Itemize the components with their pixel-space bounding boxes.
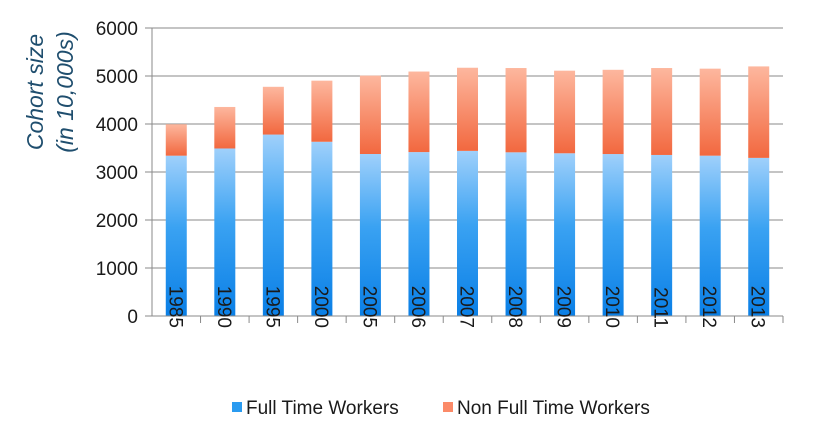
legend-label-non-full-time: Non Full Time Workers [457,398,650,419]
bar-full-time [505,152,527,316]
bar-non-full-time [359,75,381,154]
y-tick-label: 2000 [96,211,138,232]
bar-non-full-time [262,86,284,135]
legend-label-full-time: Full Time Workers [246,398,399,419]
x-tick-label: 2011 [650,287,671,328]
bar-full-time [214,148,236,316]
bars [165,66,770,316]
y-tick-label: 0 [127,307,138,328]
bar-non-full-time [505,68,527,153]
y-tick-label: 5000 [96,67,138,88]
bar-full-time [262,134,284,316]
bar-full-time [408,152,430,316]
bar-full-time [165,155,187,316]
bar-full-time [457,150,478,316]
x-tick-label: 2006 [407,286,428,328]
y-axis-title-line1: Cohort size [22,34,48,150]
y-tick-label: 3000 [96,163,138,184]
x-tick-label: 1985 [164,286,185,328]
y-axis-title-line2: (in 10,000s) [52,31,78,152]
y-tick-labels: 0 1000 2000 3000 4000 5000 6000 [96,19,152,328]
bar-full-time [311,141,333,316]
bar-full-time [699,155,721,316]
bar-non-full-time [602,69,624,155]
bar-full-time [748,157,770,316]
bar-non-full-time [214,106,236,149]
x-tick-label: 2000 [310,286,331,328]
x-tick-label: 2009 [553,286,574,328]
x-tick-label: 2008 [504,286,525,328]
bar-full-time [651,154,673,316]
y-tick-label: 1000 [96,259,138,280]
x-tick-label: 1990 [213,286,234,328]
x-tick-labels: 1985 1990 1995 2000 2005 2006 2007 2008 2009 2010… [164,286,784,328]
bar-non-full-time [651,68,673,155]
x-tick-label: 2012 [698,286,719,328]
bar-full-time [554,153,576,316]
bar-non-full-time [457,67,478,151]
y-tick-label: 4000 [96,115,138,136]
x-tick-label: 2010 [601,286,622,328]
y-axis-title: Cohort size (in 10,000s) [22,31,78,152]
legend-swatch-non-full-time [443,402,453,412]
bar-non-full-time [408,71,430,153]
bar-non-full-time [311,80,333,142]
bar-non-full-time [748,66,770,158]
legend-swatch-full-time [232,402,242,412]
x-tick-label: 1995 [261,286,282,328]
x-tick-label: 2007 [456,286,477,328]
bar-non-full-time [699,68,721,156]
bar-non-full-time [554,70,576,154]
bar-non-full-time [165,124,187,156]
x-tick-label: 2013 [747,286,768,328]
bar-full-time [602,154,624,316]
y-tick-label: 6000 [96,19,138,40]
x-tick-label: 2005 [358,286,379,328]
bar-full-time [359,154,381,316]
legend: Full Time Workers Non Full Time Workers [232,398,650,419]
